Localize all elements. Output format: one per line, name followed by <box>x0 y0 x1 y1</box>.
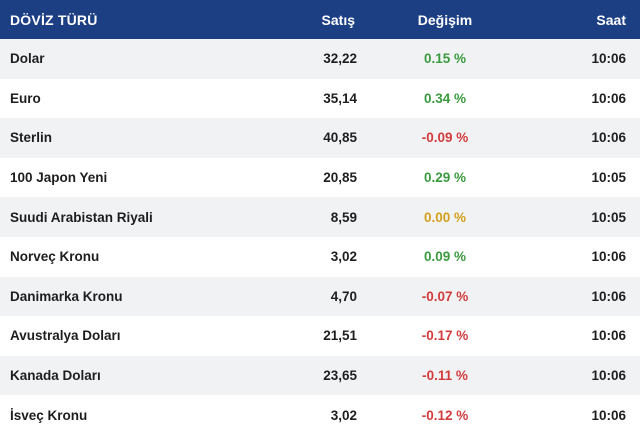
currency-name[interactable]: Danimarka Kronu <box>10 288 123 304</box>
update-time: 10:06 <box>591 90 626 106</box>
sell-price: 35,14 <box>323 90 357 106</box>
table-row: Sterlin 40,85 -0.09 % 10:06 <box>0 118 640 158</box>
currency-name[interactable]: Sterlin <box>10 130 53 146</box>
currency-name[interactable]: Kanada Doları <box>10 368 101 384</box>
update-time: 10:06 <box>591 407 626 423</box>
column-header-time[interactable]: Saat <box>596 11 626 28</box>
sell-price: 32,22 <box>323 51 357 67</box>
table-row: Kanada Doları 23,65 -0.11 % 10:06 <box>0 355 640 396</box>
currency-name[interactable]: 100 Japon Yeni <box>10 170 108 186</box>
currency-name[interactable]: İsveç Kronu <box>10 407 88 423</box>
header-row: DÖVİZ TÜRÜ Satış Değişim Saat <box>0 0 640 39</box>
update-time: 10:05 <box>591 170 626 186</box>
sell-price: 40,85 <box>323 130 357 146</box>
change-percent: 0.29 % <box>423 170 467 186</box>
sell-price: 4,70 <box>330 288 357 304</box>
change-percent: -0.07 % <box>421 288 469 304</box>
table-row: Dolar 32,22 0.15 % 10:06 <box>0 39 640 79</box>
sell-price: 8,59 <box>330 209 357 225</box>
table-row: Avustralya Doları 21,51 -0.17 % 10:06 <box>0 316 640 356</box>
change-percent: 0.00 % <box>423 209 467 225</box>
currency-name[interactable]: Norveç Kronu <box>10 249 100 265</box>
change-percent: -0.09 % <box>421 130 469 146</box>
change-percent: 0.09 % <box>423 249 467 265</box>
table-row: Euro 35,14 0.34 % 10:06 <box>0 78 640 119</box>
change-percent: -0.11 % <box>422 368 468 384</box>
change-percent: -0.17 % <box>421 328 469 344</box>
update-time: 10:06 <box>591 328 626 344</box>
sell-price: 3,02 <box>330 249 357 265</box>
currency-name[interactable]: Euro <box>10 90 41 106</box>
table-header: DÖVİZ TÜRÜ Satış Değişim Saat <box>0 0 640 39</box>
sell-price: 20,85 <box>323 170 357 186</box>
update-time: 10:05 <box>591 209 626 225</box>
table-row: Suudi Arabistan Riyali 8,59 0.00 % 10:05 <box>0 197 640 237</box>
table-row: 100 Japon Yeni 20,85 0.29 % 10:05 <box>0 157 640 198</box>
sell-price: 3,02 <box>330 407 357 423</box>
change-percent: 0.34 % <box>423 90 467 106</box>
column-header-change[interactable]: Değişim <box>417 11 473 28</box>
column-header-sell[interactable]: Satış <box>321 11 355 28</box>
table-row: Danimarka Kronu 4,70 -0.07 % 10:06 <box>0 276 640 317</box>
update-time: 10:06 <box>591 130 626 146</box>
currency-name[interactable]: Avustralya Doları <box>10 328 121 344</box>
table-row: İsveç Kronu 3,02 -0.12 % 10:06 <box>0 395 640 435</box>
column-header-currency[interactable]: DÖVİZ TÜRÜ <box>10 11 98 28</box>
change-percent: 0.15 % <box>423 51 467 67</box>
change-percent: -0.12 % <box>421 407 469 423</box>
update-time: 10:06 <box>591 288 626 304</box>
update-time: 10:06 <box>591 249 626 265</box>
update-time: 10:06 <box>591 51 626 67</box>
table-body: Dolar 32,22 0.15 % 10:06 Euro 35,14 0.34… <box>0 39 640 435</box>
sell-price: 23,65 <box>323 368 357 384</box>
currency-name[interactable]: Dolar <box>10 51 45 67</box>
currency-name[interactable]: Suudi Arabistan Riyali <box>10 209 153 225</box>
table-row: Norveç Kronu 3,02 0.09 % 10:06 <box>0 236 640 277</box>
sell-price: 21,51 <box>323 328 357 344</box>
update-time: 10:06 <box>591 368 626 384</box>
